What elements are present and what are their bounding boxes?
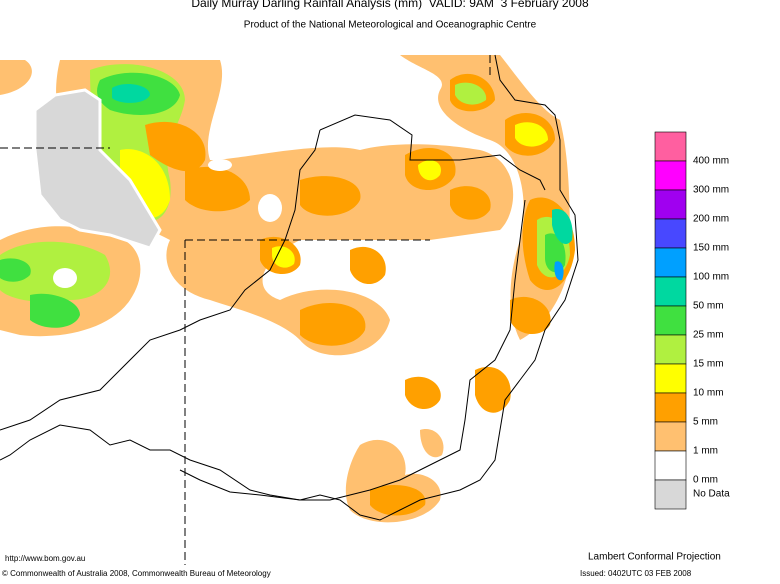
legend-swatch <box>654 247 687 278</box>
legend-swatch <box>654 218 687 249</box>
legend-swatch <box>654 479 687 510</box>
rain-area <box>112 84 150 103</box>
legend-swatch <box>654 131 687 162</box>
legend-swatch <box>654 160 687 191</box>
coastline <box>0 54 579 521</box>
rain-area <box>405 376 441 410</box>
legend-swatch <box>654 334 687 365</box>
rain-area <box>418 160 441 181</box>
catchment-border <box>179 199 526 501</box>
catchment-border <box>0 129 321 431</box>
legend-swatch <box>654 363 687 394</box>
legend-label: 10 mm <box>693 388 724 399</box>
rain-area <box>475 366 511 413</box>
legend-label: 150 mm <box>693 243 729 254</box>
copyright: © Commonwealth of Australia 2008, Common… <box>2 569 271 578</box>
rain-area <box>370 485 426 516</box>
rain-area <box>515 122 548 147</box>
rain-area <box>510 296 551 335</box>
legend-swatch <box>654 392 687 423</box>
issued: Issued: 0402UTC 03 FEB 2008 <box>580 569 692 578</box>
legend-label: 5 mm <box>693 417 718 428</box>
rain-area <box>0 258 31 282</box>
legend-label: 50 mm <box>693 301 724 312</box>
legend-swatch <box>654 421 687 452</box>
rain-area <box>30 293 80 328</box>
legend-swatch <box>654 305 687 336</box>
legend-label: 300 mm <box>693 185 729 196</box>
source-url: http://www.bom.gov.au <box>5 554 85 563</box>
rain-area <box>53 268 77 288</box>
legend: 400 mm 300 mm 200 mm 150 mm 100 mm 50 mm 25 mm… <box>654 131 730 510</box>
legend-label: 100 mm <box>693 272 729 283</box>
legend-label: 15 mm <box>693 359 724 370</box>
title: Daily Murray Darling Rainfall Analysis (… <box>191 0 589 10</box>
rain-area <box>300 176 361 216</box>
no-data-area <box>33 88 162 250</box>
rain-area <box>552 209 573 245</box>
rain-area <box>185 166 250 212</box>
legend-swatch <box>654 189 687 220</box>
projection: Lambert Conformal Projection <box>588 552 721 563</box>
map <box>0 54 780 565</box>
legend-label: 0 mm <box>693 475 718 486</box>
rain-area <box>455 82 487 105</box>
rain-area <box>258 194 282 222</box>
rain-area <box>208 159 232 171</box>
rain-area <box>272 246 295 268</box>
rain-area <box>420 429 444 458</box>
legend-swatch <box>654 276 687 307</box>
legend-swatch <box>654 450 687 481</box>
legend-label: No Data <box>693 489 730 500</box>
rain-area <box>145 121 206 172</box>
rain-area <box>350 246 386 285</box>
rain-area <box>554 261 564 281</box>
legend-label: 25 mm <box>693 330 724 341</box>
legend-label: 200 mm <box>693 214 729 225</box>
subtitle: Product of the National Meteorological a… <box>244 20 537 31</box>
rain-area <box>0 60 32 95</box>
rain-area <box>450 186 491 220</box>
rain-area <box>300 302 366 346</box>
catchment-border <box>319 114 546 191</box>
legend-label: 400 mm <box>693 156 729 167</box>
legend-label: 1 mm <box>693 446 718 457</box>
rain-area <box>0 241 111 302</box>
